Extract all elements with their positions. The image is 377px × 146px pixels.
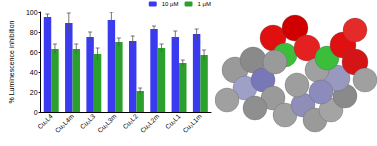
svg-text:Cu₂L3m: Cu₂L3m [96, 113, 118, 135]
svg-text:Cu₂L1: Cu₂L1 [164, 112, 182, 130]
svg-text:1 µM: 1 µM [198, 1, 211, 7]
svg-text:80: 80 [30, 29, 38, 36]
svg-text:40: 40 [30, 69, 38, 76]
svg-text:Cu₂L2: Cu₂L2 [121, 112, 139, 130]
svg-text:0: 0 [34, 109, 38, 116]
svg-text:100: 100 [26, 9, 38, 16]
svg-text:20: 20 [30, 89, 38, 96]
svg-text:Cu₂L1m: Cu₂L1m [181, 113, 203, 135]
svg-text:10 µM: 10 µM [162, 1, 179, 7]
svg-text:60: 60 [30, 49, 38, 56]
svg-text:Cu₂L4m: Cu₂L4m [53, 113, 75, 135]
svg-text:% Luminescence inhibition: % Luminescence inhibition [8, 20, 15, 103]
svg-text:Cu₂L3: Cu₂L3 [79, 112, 97, 130]
svg-text:Cu₂L2m: Cu₂L2m [139, 113, 161, 135]
svg-text:Cu₂L4: Cu₂L4 [36, 112, 54, 130]
